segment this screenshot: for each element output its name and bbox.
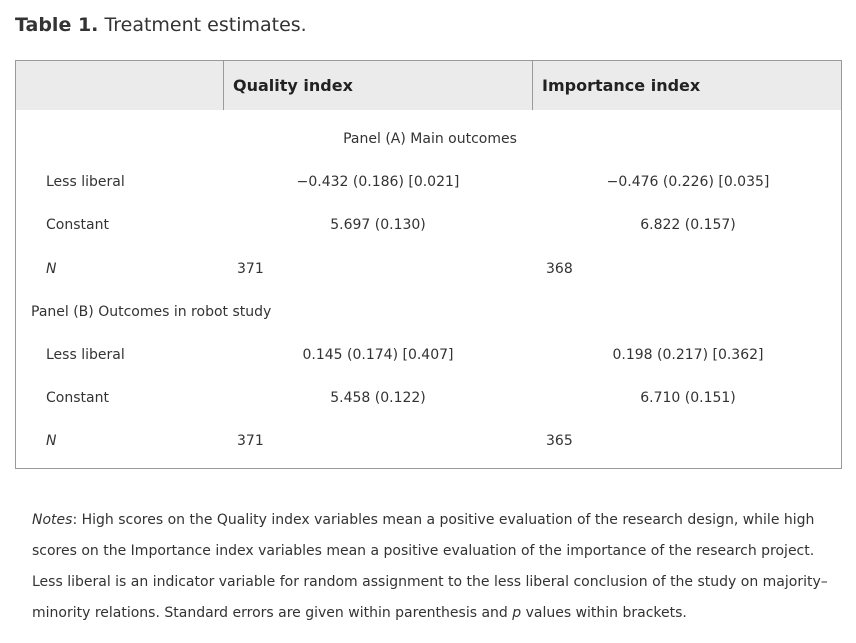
- row-label-less-liberal: Less liberal: [46, 347, 125, 363]
- cell-importance-value: 0.198 (0.217) [0.362]: [612, 347, 764, 363]
- panel-a-title: Panel (A) Main outcomes: [343, 131, 517, 147]
- header-divider: [223, 61, 224, 110]
- cell-importance-n: 365: [546, 433, 573, 449]
- table-label: Table 1.: [15, 14, 99, 36]
- cell-quality-value: 5.697 (0.130): [330, 217, 426, 233]
- cell-quality-value: 0.145 (0.174) [0.407]: [302, 347, 454, 363]
- notes-label: Notes: [32, 512, 73, 528]
- notes-text-end: values within brackets.: [521, 605, 687, 621]
- cell-importance-value: 6.710 (0.151): [640, 390, 736, 406]
- row-label-n: N: [46, 433, 57, 449]
- cell-importance-n: 368: [546, 261, 573, 277]
- header-importance-index: Importance index: [542, 76, 701, 95]
- cell-importance-value: −0.476 (0.226) [0.035]: [606, 174, 770, 190]
- table-notes: Notes: High scores on the Quality index …: [32, 505, 832, 629]
- cell-quality-n: 371: [237, 433, 264, 449]
- table-caption: Table 1. Treatment estimates.: [15, 14, 307, 36]
- cell-quality-n: 371: [237, 261, 264, 277]
- row-label-less-liberal: Less liberal: [46, 174, 125, 190]
- table-title: Treatment estimates.: [104, 14, 307, 36]
- row-label-n: N: [46, 261, 57, 277]
- row-label-constant: Constant: [46, 217, 109, 233]
- row-label-constant: Constant: [46, 390, 109, 406]
- notes-p-symbol: p: [512, 605, 522, 621]
- header-quality-index: Quality index: [233, 76, 353, 95]
- header-divider: [532, 61, 533, 110]
- cell-quality-value: 5.458 (0.122): [330, 390, 426, 406]
- treatment-table: Quality index Importance index Panel (A)…: [15, 60, 842, 469]
- panel-b-title: Panel (B) Outcomes in robot study: [31, 304, 272, 320]
- notes-text: : High scores on the Quality index varia…: [32, 512, 828, 621]
- cell-importance-value: 6.822 (0.157): [640, 217, 736, 233]
- table-header-row: Quality index Importance index: [16, 61, 841, 110]
- cell-quality-value: −0.432 (0.186) [0.021]: [296, 174, 460, 190]
